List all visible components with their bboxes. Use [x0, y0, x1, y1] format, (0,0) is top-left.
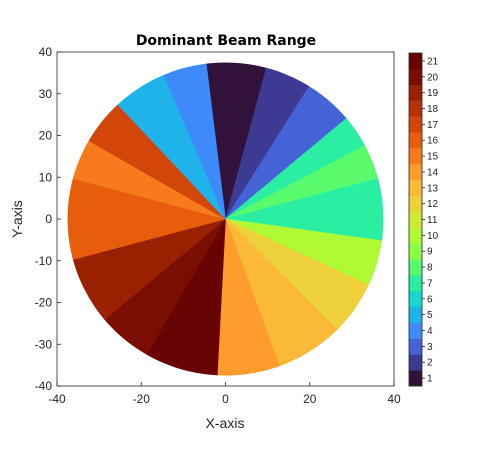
colorbar-tick-label: 16	[427, 136, 439, 147]
beam-region-13	[67, 165, 227, 273]
colorbar-tick-label: 13	[427, 183, 439, 194]
colorbar-swatch-17	[409, 116, 422, 133]
colorbar-swatch-12	[409, 195, 422, 212]
colorbar-swatch-15	[409, 148, 422, 165]
colorbar-tick-label: 20	[427, 72, 439, 83]
y-tick-label: 0	[45, 212, 52, 226]
colorbar-swatch-18	[409, 100, 422, 117]
colorbar-swatch-16	[409, 132, 422, 149]
colorbar-swatch-20	[409, 68, 422, 86]
y-tick-label: 20	[39, 129, 53, 143]
colorbar-swatch-8	[409, 259, 422, 276]
colorbar-tick-label: 11	[427, 215, 438, 226]
colorbar-swatch-3	[409, 338, 422, 355]
colorbar-tick-label: 1	[427, 374, 433, 385]
colorbar-swatch-2	[409, 354, 422, 371]
colorbar-tick-label: 2	[427, 358, 433, 369]
x-tick-label: 40	[387, 392, 401, 406]
colorbar-swatch-7	[409, 275, 422, 292]
colorbar-swatch-13	[409, 179, 422, 197]
colorbar-tick-label: 3	[427, 342, 433, 353]
colorbar-swatch-9	[409, 243, 422, 260]
x-axis-label: X-axis	[206, 415, 245, 431]
x-tick-label: 20	[303, 392, 317, 406]
y-axis-ticks: -40 -30 -20 -10 0 10 20 30 40	[35, 45, 61, 393]
colorbar-tick-label: 9	[427, 247, 433, 258]
beam-regions	[67, 62, 384, 376]
colorbar-tick-label: 21	[427, 56, 439, 67]
y-axis-label: Y-axis	[9, 200, 25, 238]
colorbar-swatch-11	[409, 211, 422, 228]
x-tick-label: 0	[222, 392, 229, 406]
colorbar-tick-label: 19	[427, 88, 439, 99]
y-tick-label: 40	[39, 45, 53, 59]
colorbar-tick-label: 17	[427, 120, 439, 131]
colorbar-tick-label: 14	[427, 167, 439, 178]
y-tick-label: 10	[39, 170, 53, 184]
colorbar-tick-label: 8	[427, 263, 433, 274]
colorbar-tick-label: 4	[427, 326, 433, 337]
beam-region-0	[200, 62, 280, 220]
x-tick-label: -40	[48, 392, 66, 406]
y-tick-label: -20	[35, 296, 53, 310]
y-tick-label: 30	[39, 87, 53, 101]
x-axis-ticks: -40 -20 0 20 40	[48, 382, 401, 406]
colorbar-swatch-19	[409, 84, 422, 101]
beam-region-5	[225, 165, 384, 248]
colorbar-swatch-6	[409, 290, 422, 308]
colorbar-tick-label: 15	[427, 152, 439, 163]
x-tick-label: -20	[133, 392, 151, 406]
colorbar-swatch-4	[409, 322, 422, 339]
colorbar-tick-label: 6	[427, 294, 433, 305]
y-tick-label: -40	[35, 379, 53, 393]
colorbar-swatch-14	[409, 164, 422, 181]
colorbar-swatch-1	[409, 370, 422, 387]
colorbar-swatch-5	[409, 306, 422, 323]
chart-title: Dominant Beam Range	[136, 33, 316, 49]
y-tick-label: -30	[35, 337, 53, 351]
colorbar-swatch-21	[409, 53, 422, 70]
plot-area: -40 -20 0 20 40 -40 -30 -20 -10 0 10 20 30 40	[35, 45, 401, 406]
y-tick-label: -10	[35, 254, 53, 268]
colorbar-tick-label: 7	[427, 278, 433, 289]
colorbar-tick-label: 10	[427, 231, 439, 242]
colorbar-tick-label: 12	[427, 199, 439, 210]
colorbar-tick-label: 18	[427, 104, 439, 115]
colorbar-tick-label: 5	[427, 310, 433, 321]
colorbar-swatch-10	[409, 227, 422, 244]
